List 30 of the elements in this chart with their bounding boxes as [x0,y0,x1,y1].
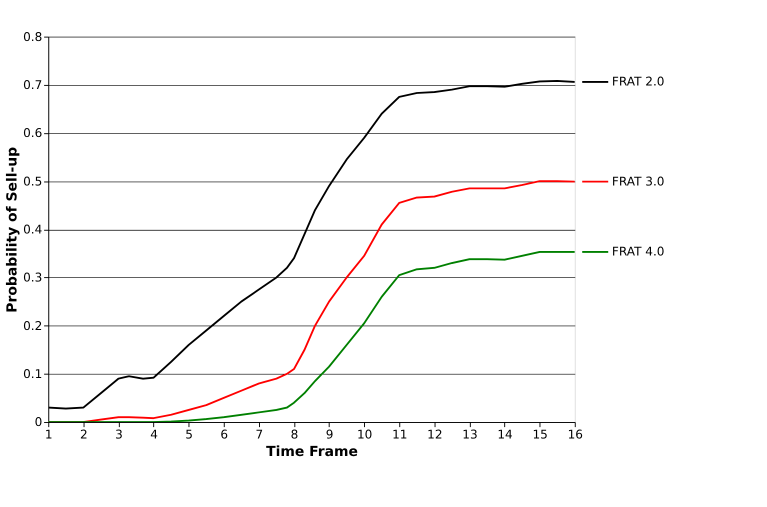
y-tick-label: 0.2 [23,318,42,333]
x-tick-label: 5 [185,427,193,442]
x-tick-label: 15 [532,427,548,442]
y-tick-label: 0 [34,415,42,430]
y-axis-title: Probability of Sell-up [4,146,21,313]
y-tick-label: 0.8 [23,30,42,44]
x-tick-label: 1 [44,427,53,442]
x-tick-label: 12 [427,427,443,442]
x-tick-label: 6 [220,427,228,442]
x-tick-label: 3 [115,427,123,442]
x-tick-label: 16 [568,427,583,442]
y-tick-label: 0.5 [23,174,42,188]
x-tick-label: 2 [80,427,88,442]
x-tick-label: 11 [392,427,408,442]
x-tick-label: 13 [462,427,478,442]
x-tick-label: 14 [497,427,513,442]
x-tick-label: 9 [326,427,334,442]
y-tick-label: 0.4 [23,222,42,236]
x-tick-label: 10 [356,427,372,442]
legend-label: FRAT 4.0 [612,244,664,259]
x-tick-label: 7 [256,427,264,442]
x-tick-label: 8 [290,427,298,442]
legend-label: FRAT 2.0 [612,74,664,89]
y-tick-label: 0.6 [23,126,42,140]
y-tick-label: 0.3 [23,270,42,285]
x-tick-label: 4 [150,427,158,442]
x-axis-title: Time Frame [266,444,358,460]
legend-label: FRAT 3.0 [612,174,664,188]
y-tick-label: 0.1 [23,367,42,382]
y-tick-label: 0.7 [23,78,42,92]
